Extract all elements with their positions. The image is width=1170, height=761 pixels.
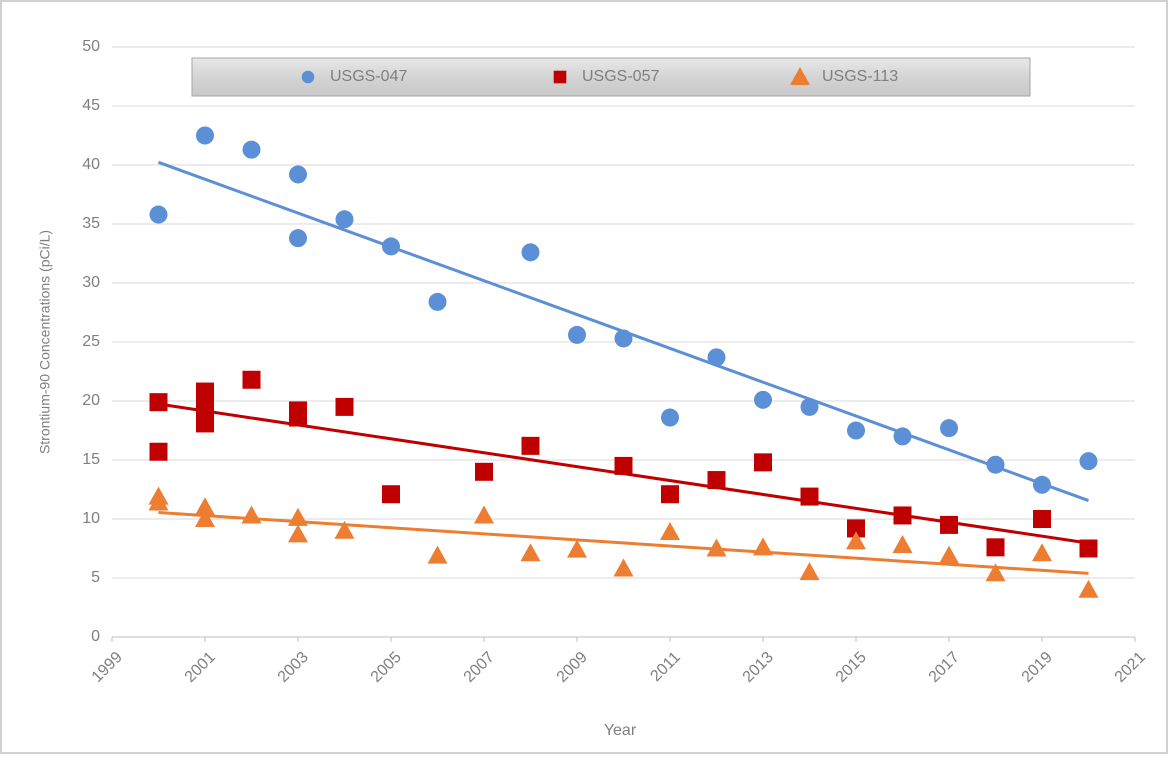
data-point [242, 370, 261, 389]
legend-label: USGS-113 [822, 68, 898, 85]
y-tick-label: 45 [82, 97, 100, 114]
data-point [1033, 475, 1051, 494]
data-point [335, 210, 354, 229]
data-point [800, 397, 819, 416]
y-tick-label: 0 [91, 628, 100, 645]
data-point [196, 126, 214, 145]
data-point [847, 519, 865, 538]
data-point [289, 229, 307, 248]
y-tick-label: 25 [82, 333, 100, 350]
data-point [428, 292, 447, 311]
y-tick-label: 40 [82, 156, 100, 173]
data-point [940, 419, 958, 438]
data-point [940, 515, 958, 534]
legend-label: USGS-057 [582, 68, 659, 85]
data-point [288, 507, 308, 526]
data-point [1079, 452, 1098, 471]
data-point [707, 471, 726, 490]
data-point [1032, 543, 1052, 562]
x-axis-label: Year [604, 722, 637, 739]
data-point [892, 534, 913, 553]
data-point [427, 545, 448, 564]
y-tick-label: 30 [82, 274, 100, 291]
y-tick-label: 20 [82, 392, 100, 409]
data-point [754, 390, 772, 409]
data-point [241, 505, 262, 524]
data-point [196, 414, 214, 433]
data-point [614, 329, 633, 348]
legend-marker [301, 70, 315, 84]
y-tick-label: 50 [82, 38, 100, 55]
data-point [707, 348, 726, 367]
data-point [195, 509, 215, 527]
y-axis-label: Strontium-90 Concentrations (pCi/L) [37, 230, 53, 454]
legend-marker [553, 70, 567, 84]
y-tick-label: 35 [82, 215, 100, 232]
data-point [475, 462, 493, 481]
data-point [985, 563, 1006, 582]
data-point [613, 558, 634, 577]
data-point [196, 396, 214, 415]
data-point [288, 524, 308, 543]
data-point [1078, 579, 1099, 598]
data-point [661, 485, 679, 504]
data-point [567, 539, 587, 558]
data-point [149, 393, 168, 412]
data-point [893, 506, 912, 525]
data-point [753, 537, 773, 556]
data-point [1033, 510, 1051, 528]
data-point [754, 453, 772, 472]
data-point [568, 325, 586, 344]
data-point [521, 436, 540, 455]
y-tick-label: 5 [91, 569, 100, 586]
data-point [986, 455, 1005, 474]
data-point [847, 421, 865, 440]
data-point [614, 456, 633, 475]
data-point [660, 521, 680, 540]
data-point [520, 543, 541, 562]
data-point [289, 165, 307, 184]
data-point [800, 487, 819, 506]
y-tick-label: 15 [82, 451, 100, 468]
data-point [196, 382, 214, 401]
data-point [289, 408, 307, 427]
data-point [148, 492, 169, 511]
legend-marker [790, 67, 810, 85]
trend-line [158, 511, 1089, 575]
data-point [195, 497, 215, 516]
data-point [939, 545, 959, 564]
data-point [335, 397, 354, 416]
data-point [382, 485, 400, 504]
data-point [334, 520, 355, 539]
legend-label: USGS-047 [330, 68, 407, 85]
data-point [474, 505, 494, 524]
data-point [986, 538, 1005, 557]
data-point [799, 562, 820, 581]
data-point [706, 538, 727, 557]
data-point [661, 408, 679, 427]
y-tick-label: 10 [82, 510, 100, 527]
data-point [242, 140, 261, 159]
data-point [1079, 539, 1098, 558]
legend-box [191, 57, 1031, 97]
data-point [149, 205, 168, 224]
data-point [846, 531, 866, 550]
data-point [893, 427, 912, 446]
data-point [382, 237, 400, 256]
data-point [521, 243, 540, 262]
data-point [149, 442, 168, 461]
